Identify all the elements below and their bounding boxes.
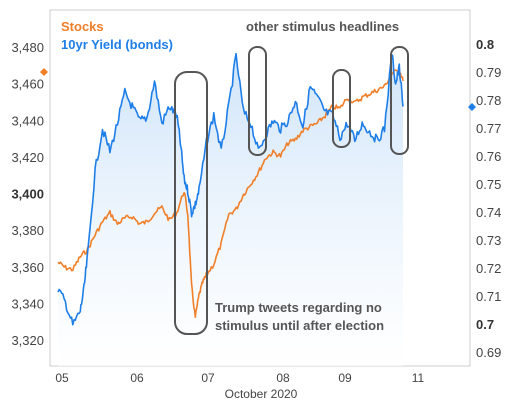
highlight-box-headline-1 [248, 46, 267, 156]
y-right-tick-label: 0.72 [476, 261, 501, 276]
highlight-box-headline-2 [332, 69, 351, 148]
x-tick-label: 07 [201, 371, 215, 385]
highlight-box-trump-tweets [174, 71, 208, 335]
annotation-bottom-line2: stimulus until after election [215, 318, 384, 333]
axis-ticks: 3,320 3,340 3,360 3,380 3,400 3,420 3,440 3,460… [11, 37, 501, 385]
y-right-tick-label: 0.69 [476, 345, 501, 360]
y-left-tick-label: 3,440 [11, 113, 44, 128]
y-right-tick-label: 0.7 [476, 317, 494, 332]
y-right-tick-label: 0.79 [476, 65, 501, 80]
annotation-top: other stimulus headlines [246, 19, 399, 34]
x-tick-label: 06 [130, 371, 144, 385]
y-left-tick-label: 3,420 [11, 150, 44, 165]
x-tick-label: 08 [276, 371, 290, 385]
right-axis-last-value-marker [468, 103, 476, 111]
y-right-tick-label: 0.75 [476, 177, 501, 192]
x-tick-label: 05 [55, 371, 69, 385]
y-left-tick-label: 3,360 [11, 260, 44, 275]
y-left-tick-label: 3,480 [11, 40, 44, 55]
left-axis-last-value-marker [40, 68, 48, 76]
y-left-tick-label: 3,320 [11, 333, 44, 348]
y-right-tick-label: 0.76 [476, 149, 501, 164]
y-right-tick-label: 0.71 [476, 289, 501, 304]
y-left-tick-label: 3,460 [11, 77, 44, 92]
y-left-tick-label: 3,380 [11, 223, 44, 238]
stocks-series-line [57, 69, 404, 318]
annotation-bottom-line1: Trump tweets regarding no [215, 300, 382, 315]
y-left-tick-label: 3,340 [11, 296, 44, 311]
x-tick-label: 11 [412, 371, 425, 385]
y-right-tick-label: 0.8 [476, 37, 494, 52]
y-left-tick-label: 3,400 [11, 187, 44, 202]
legend-yield: 10yr Yield (bonds) [61, 37, 173, 52]
y-right-tick-label: 0.77 [476, 121, 501, 136]
legend-stocks: Stocks [61, 19, 104, 34]
x-tick-label: 09 [338, 371, 352, 385]
y-right-tick-label: 0.73 [476, 233, 501, 248]
yield-area-fill [58, 53, 403, 366]
highlight-box-headline-3 [390, 46, 409, 155]
y-right-tick-label: 0.78 [476, 93, 501, 108]
x-axis-label: October 2020 [225, 387, 298, 401]
y-right-tick-label: 0.74 [476, 205, 501, 220]
